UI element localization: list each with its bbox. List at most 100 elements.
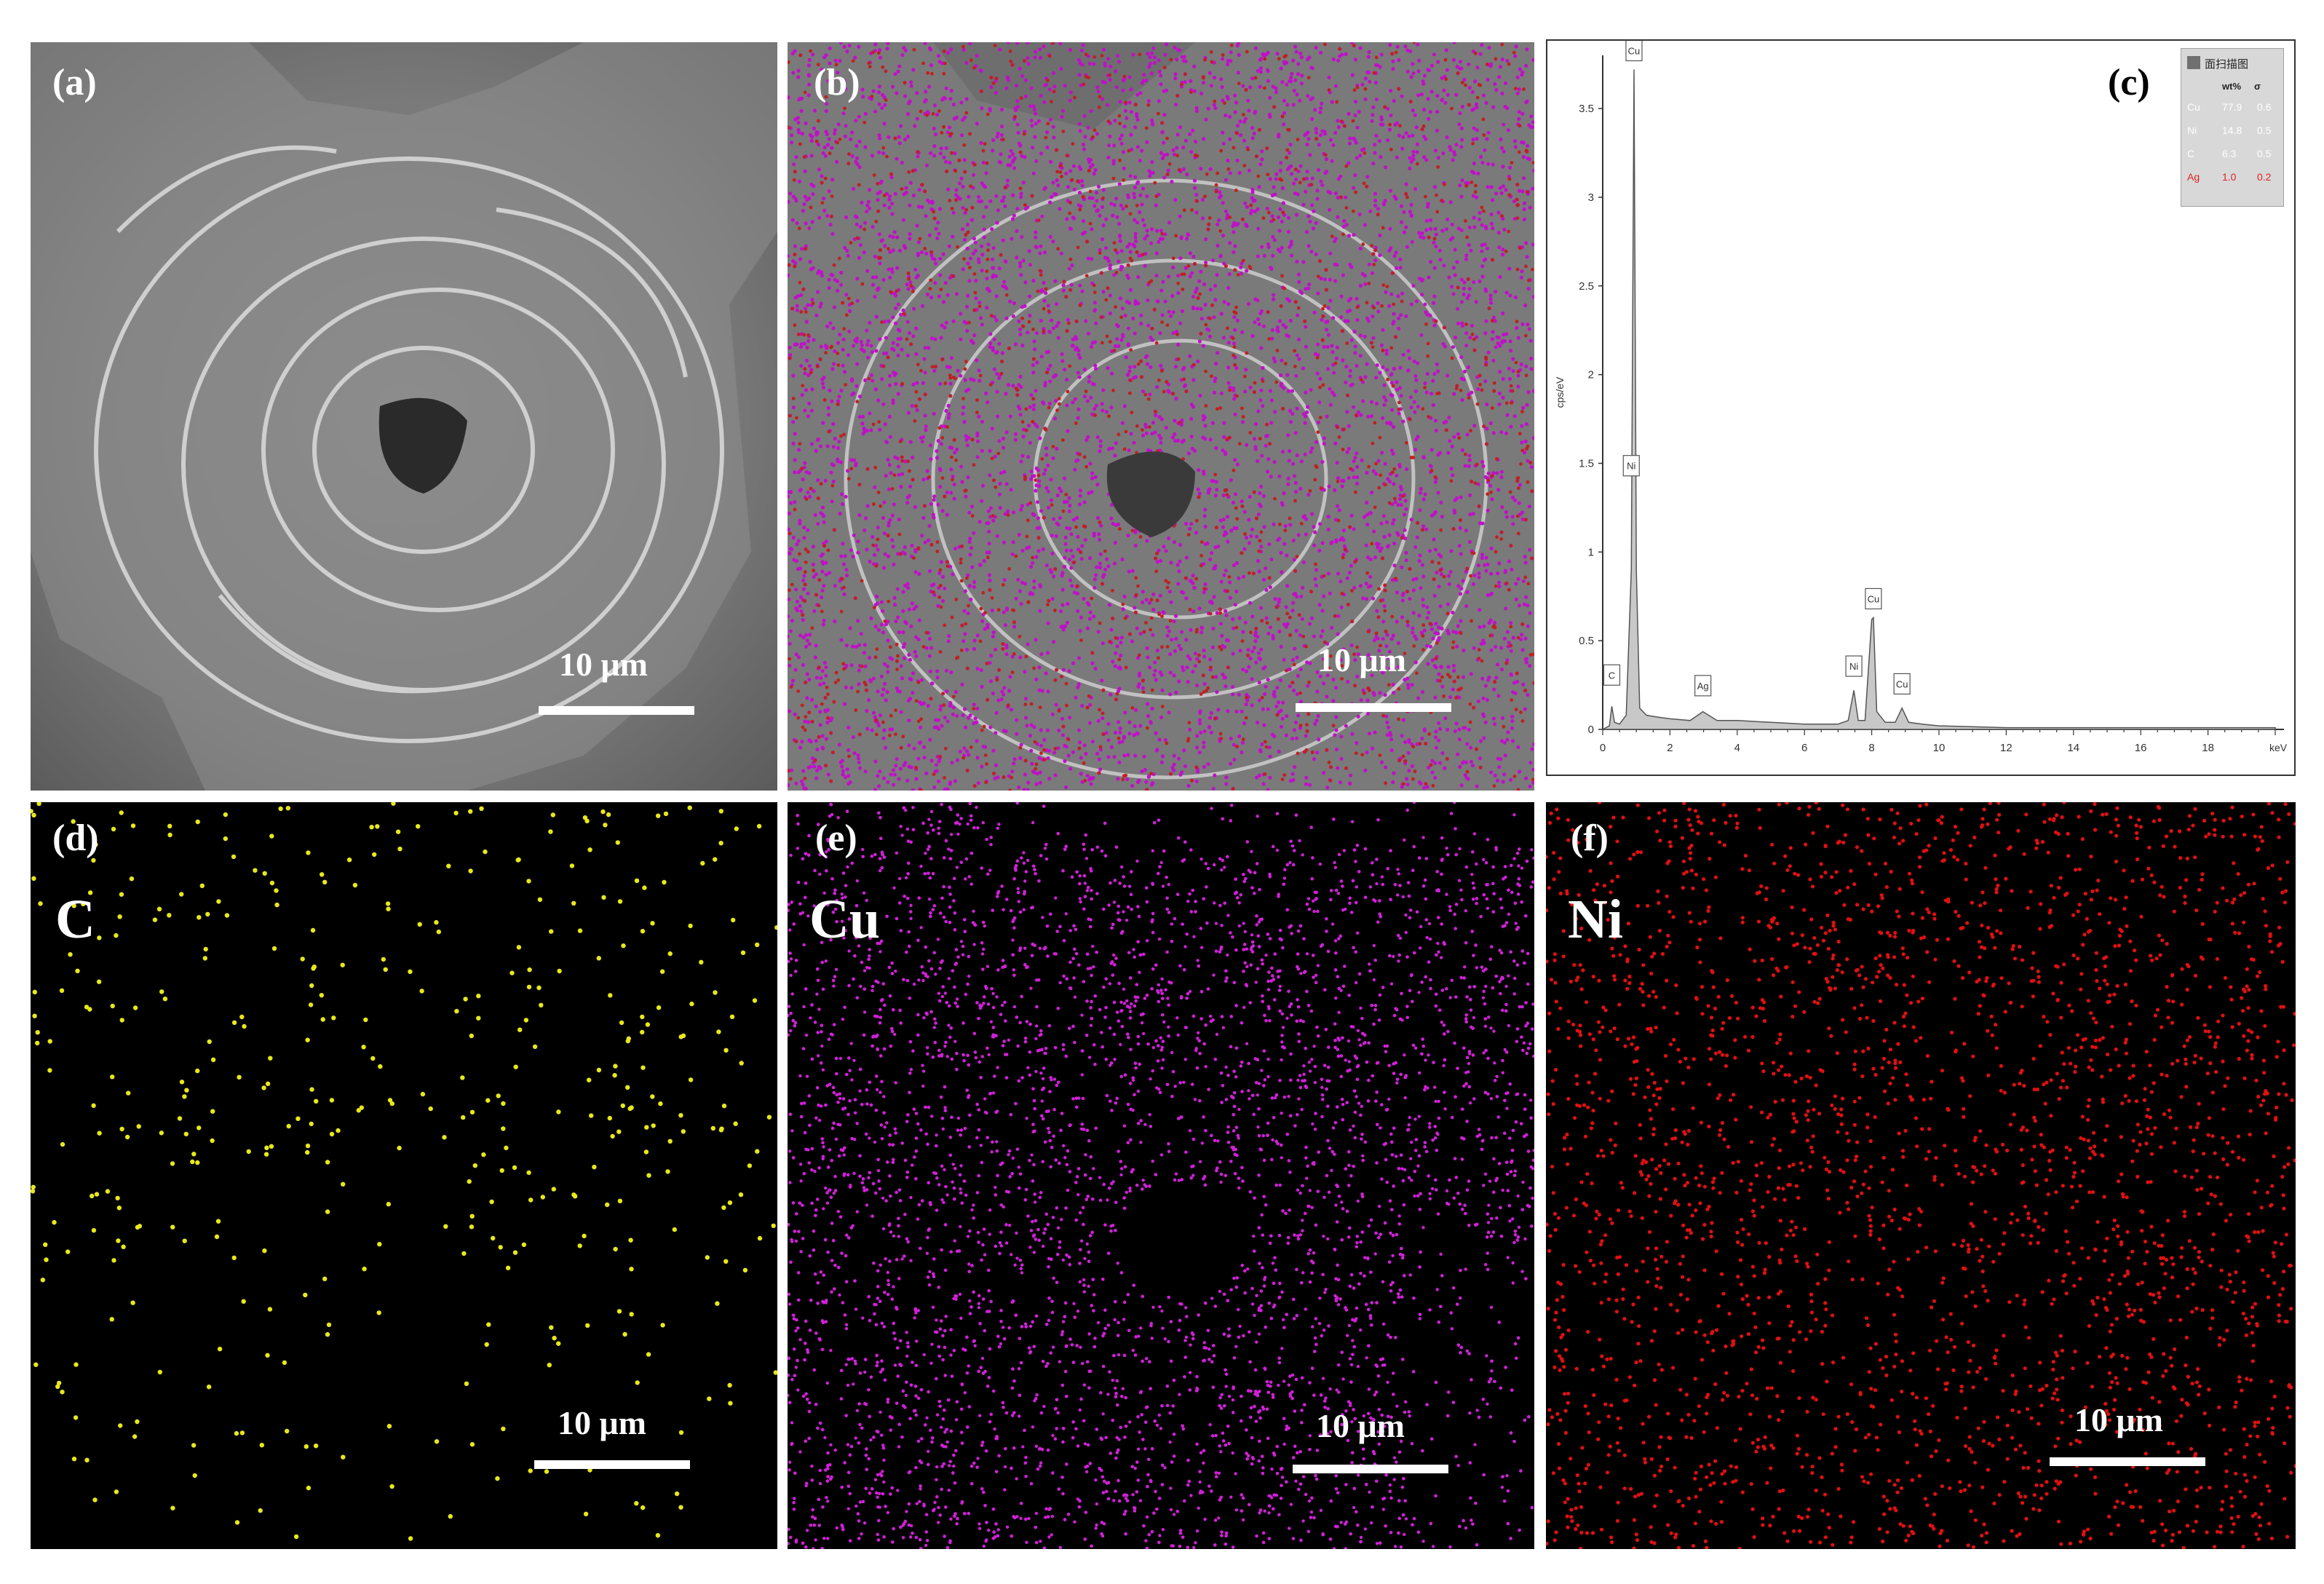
element-dot (1042, 100, 1047, 104)
element-dot (1389, 737, 1394, 742)
element-dot (1375, 609, 1379, 614)
element-dot (1344, 52, 1348, 56)
element-dot (1344, 380, 1348, 384)
element-dot (860, 87, 865, 92)
element-dot (975, 667, 980, 671)
element-dot (1419, 486, 1423, 491)
element-dot (1044, 446, 1049, 451)
element-dot (836, 71, 840, 75)
element-dot (1515, 91, 1520, 95)
element-dot (1195, 684, 1199, 688)
element-dot (1300, 291, 1304, 296)
element-dot (1104, 217, 1109, 221)
element-dot (1429, 392, 1434, 396)
element-dot (1133, 331, 1137, 336)
element-dot (1001, 238, 1005, 242)
element-dot (1022, 788, 1026, 791)
element-dot (1277, 229, 1282, 233)
element-dot (1510, 739, 1515, 743)
element-dot (1497, 245, 1502, 250)
element-dot (887, 205, 892, 210)
element-dot (1072, 187, 1076, 191)
element-dot (1053, 279, 1058, 283)
element-dot (1434, 428, 1438, 433)
element-dot (1316, 420, 1321, 424)
element-dot (806, 490, 810, 494)
element-dot (970, 565, 975, 569)
element-dot (800, 740, 804, 744)
element-dot (1098, 767, 1103, 772)
element-dot (1453, 510, 1457, 515)
element-dot (909, 765, 913, 769)
element-dot (889, 772, 893, 777)
element-dot (1095, 191, 1099, 195)
element-dot (1517, 603, 1521, 608)
element-dot (975, 455, 980, 459)
element-dot (1299, 55, 1304, 60)
element-dot (854, 336, 860, 341)
element-dot (1141, 218, 1145, 222)
element-dot (869, 428, 873, 432)
element-dot (961, 713, 965, 718)
element-dot (1111, 213, 1115, 218)
element-dot (1294, 213, 1299, 217)
element-dot (1184, 596, 1189, 601)
element-dot (788, 634, 790, 639)
element-dot (805, 198, 809, 202)
element-dot (1499, 146, 1504, 150)
element-dot (1138, 159, 1142, 163)
element-dot (1023, 670, 1027, 674)
element-dot (807, 58, 812, 62)
element-dot (1243, 620, 1248, 625)
element-dot (937, 294, 941, 298)
element-dot (1497, 391, 1502, 396)
element-dot (1183, 138, 1188, 143)
element-dot (1001, 436, 1005, 441)
element-dot (1306, 137, 1311, 141)
element-dot (1486, 77, 1490, 82)
element-dot (802, 202, 806, 207)
element-dot (1224, 613, 1229, 617)
element-dot (1483, 331, 1488, 336)
element-dot (1232, 341, 1237, 346)
element-dot (809, 408, 814, 413)
element-dot (799, 364, 804, 368)
element-dot (1222, 300, 1226, 304)
element-dot (1109, 502, 1114, 507)
element-dot (1389, 89, 1393, 93)
element-dot (1178, 214, 1182, 218)
element-dot (1471, 582, 1475, 587)
element-dot (1462, 369, 1467, 374)
element-dot (881, 515, 886, 520)
element-dot (935, 449, 939, 454)
element-dot (1491, 431, 1496, 435)
element-dot (988, 473, 992, 478)
element-dot (1288, 151, 1292, 155)
element-dot (1368, 557, 1373, 562)
element-dot (1272, 356, 1276, 360)
element-dot (960, 480, 964, 484)
element-dot (1154, 251, 1159, 256)
element-dot (1373, 191, 1378, 196)
element-dot (1106, 366, 1110, 371)
element-dot (1339, 579, 1343, 584)
element-dot (1197, 468, 1201, 472)
element-dot (1151, 608, 1156, 612)
element-dot (806, 591, 810, 595)
element-dot (996, 131, 1000, 135)
element-dot (996, 208, 1000, 213)
element-dot (1133, 724, 1137, 729)
element-dot (867, 199, 871, 204)
element-dot (1299, 82, 1304, 86)
element-dot (1296, 272, 1301, 277)
element-dot (1122, 124, 1127, 129)
element-dot (1391, 451, 1395, 456)
element-dot (1257, 773, 1261, 777)
element-dot (1184, 555, 1189, 560)
element-dot (1470, 390, 1474, 395)
element-dot (812, 489, 816, 494)
element-dot (1498, 65, 1502, 69)
element-dot (793, 244, 798, 248)
element-dot (1339, 756, 1344, 761)
element-dot (1060, 716, 1065, 721)
